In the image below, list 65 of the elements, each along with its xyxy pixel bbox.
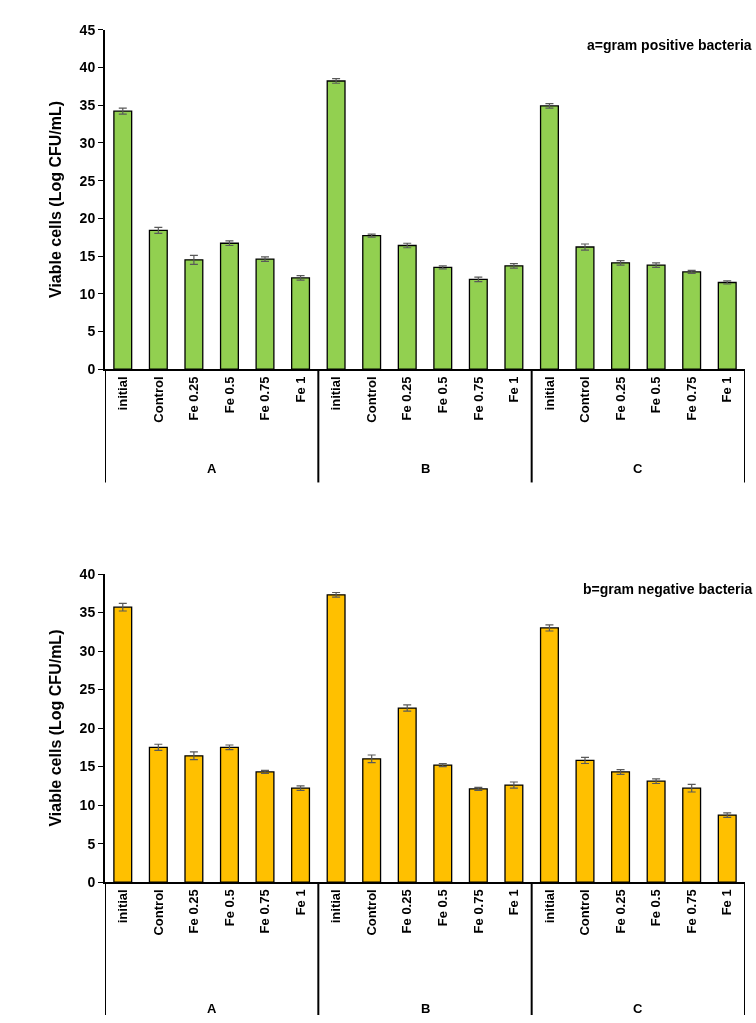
y-axis-title: Viable cells (Log CFU/mL) xyxy=(47,629,65,827)
y-tick-label: 40 xyxy=(79,59,96,76)
x-tick-label: Fe 1 xyxy=(506,376,522,403)
x-tick-label: Fe 0.25 xyxy=(186,376,202,421)
y-tick-label: 25 xyxy=(79,172,96,189)
y-tick-label: 5 xyxy=(87,323,96,340)
x-tick-label: Fe 0.5 xyxy=(221,376,237,414)
text: C xyxy=(633,1001,643,1016)
y-tick-label: 30 xyxy=(79,134,96,151)
x-tick-label: Fe 1 xyxy=(292,889,308,916)
x-tick-label: Fe 1 xyxy=(719,889,735,916)
y-tick-label: 15 xyxy=(79,247,96,264)
x-tick-label: Control xyxy=(577,889,593,936)
x-tick-label: Fe 1 xyxy=(292,376,308,403)
y-tick-label: 35 xyxy=(79,604,96,621)
text: B xyxy=(421,461,431,476)
x-tick-label: initial xyxy=(328,376,344,411)
x-tick-label: Fe 0.25 xyxy=(186,889,202,934)
x-tick-label: Fe 0.5 xyxy=(221,889,237,927)
x-tick-label: initial xyxy=(328,889,344,924)
x-tick-label: Fe 1 xyxy=(719,376,735,403)
text: C xyxy=(633,461,643,476)
x-tick-label: Control xyxy=(150,376,166,423)
x-tick-label: Fe 0.25 xyxy=(399,889,415,934)
y-tick-label: 10 xyxy=(79,796,96,813)
y-tick-label: 35 xyxy=(79,97,96,114)
x-tick-label: Control xyxy=(577,376,593,423)
x-tick-label: Control xyxy=(363,889,379,936)
x-tick-label: Fe 0.75 xyxy=(683,889,699,934)
x-tick-label: initial xyxy=(115,376,131,411)
x-tick-label: Fe 0.75 xyxy=(470,889,486,934)
y-tick-label: 0 xyxy=(87,874,96,891)
x-tick-label: Control xyxy=(363,376,379,423)
text: a=gram positive bacteria xyxy=(587,37,752,53)
text: B xyxy=(421,1001,431,1016)
y-tick-label: 5 xyxy=(87,835,96,852)
text: A xyxy=(207,1001,217,1016)
y-tick-label: 20 xyxy=(79,210,96,227)
y-axis-title: Viable cells (Log CFU/mL) xyxy=(47,100,65,298)
x-tick-label: Fe 1 xyxy=(506,889,522,916)
x-tick-label: Fe 0.25 xyxy=(399,376,415,421)
x-tick-label: Fe 0.75 xyxy=(257,889,273,934)
x-tick-label: Fe 0.75 xyxy=(470,376,486,421)
y-tick-label: 15 xyxy=(79,758,96,775)
x-tick-label: Fe 0.75 xyxy=(683,376,699,421)
text: b=gram negative bacteria xyxy=(583,581,753,597)
x-tick-label: Fe 0.25 xyxy=(612,889,628,934)
x-tick-label: Fe 0.5 xyxy=(435,889,451,927)
y-tick-label: 10 xyxy=(79,285,96,302)
x-tick-label: initial xyxy=(115,889,131,924)
x-tick-label: initial xyxy=(541,376,557,411)
y-tick-label: 25 xyxy=(79,681,96,698)
text: A xyxy=(207,461,217,476)
x-tick-label: initial xyxy=(541,889,557,924)
x-tick-label: Fe 0.5 xyxy=(435,376,451,414)
y-tick-label: 20 xyxy=(79,719,96,736)
y-tick-label: 30 xyxy=(79,642,96,659)
x-tick-label: Fe 0.25 xyxy=(612,376,628,421)
x-tick-label: Fe 0.5 xyxy=(648,889,664,927)
y-tick-label: 40 xyxy=(79,565,96,582)
y-tick-label: 45 xyxy=(79,21,96,38)
x-tick-label: Control xyxy=(150,889,166,936)
x-tick-label: Fe 0.75 xyxy=(257,376,273,421)
x-tick-label: Fe 0.5 xyxy=(648,376,664,414)
y-tick-label: 0 xyxy=(87,361,96,378)
